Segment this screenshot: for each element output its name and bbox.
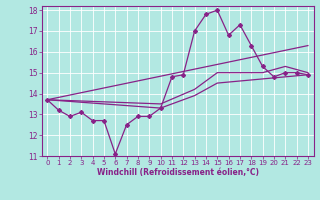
X-axis label: Windchill (Refroidissement éolien,°C): Windchill (Refroidissement éolien,°C) bbox=[97, 168, 259, 177]
